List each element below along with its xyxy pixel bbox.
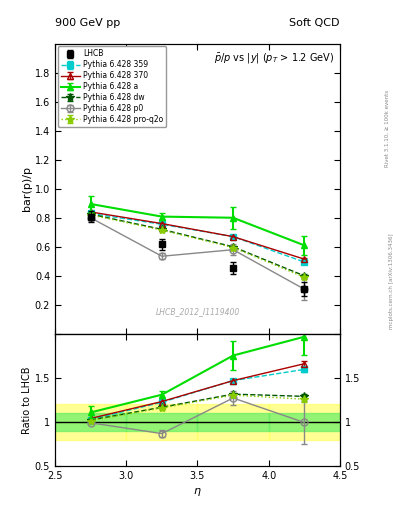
Text: Rivet 3.1.10, ≥ 100k events: Rivet 3.1.10, ≥ 100k events: [385, 90, 389, 166]
Text: LHCB_2012_I1119400: LHCB_2012_I1119400: [155, 308, 240, 316]
Text: mcplots.cern.ch [arXiv:1306.3436]: mcplots.cern.ch [arXiv:1306.3436]: [389, 234, 393, 329]
Text: Soft QCD: Soft QCD: [290, 18, 340, 28]
Legend: LHCB, Pythia 6.428 359, Pythia 6.428 370, Pythia 6.428 a, Pythia 6.428 dw, Pythi: LHCB, Pythia 6.428 359, Pythia 6.428 370…: [58, 47, 166, 127]
Text: 900 GeV pp: 900 GeV pp: [55, 18, 120, 28]
Text: $\bar{p}/p$ vs $|y|$ ($p_T$ > 1.2 GeV): $\bar{p}/p$ vs $|y|$ ($p_T$ > 1.2 GeV): [214, 52, 334, 66]
Y-axis label: Ratio to LHCB: Ratio to LHCB: [22, 366, 32, 434]
Y-axis label: bar(p)/p: bar(p)/p: [22, 166, 32, 211]
X-axis label: $\eta$: $\eta$: [193, 486, 202, 498]
